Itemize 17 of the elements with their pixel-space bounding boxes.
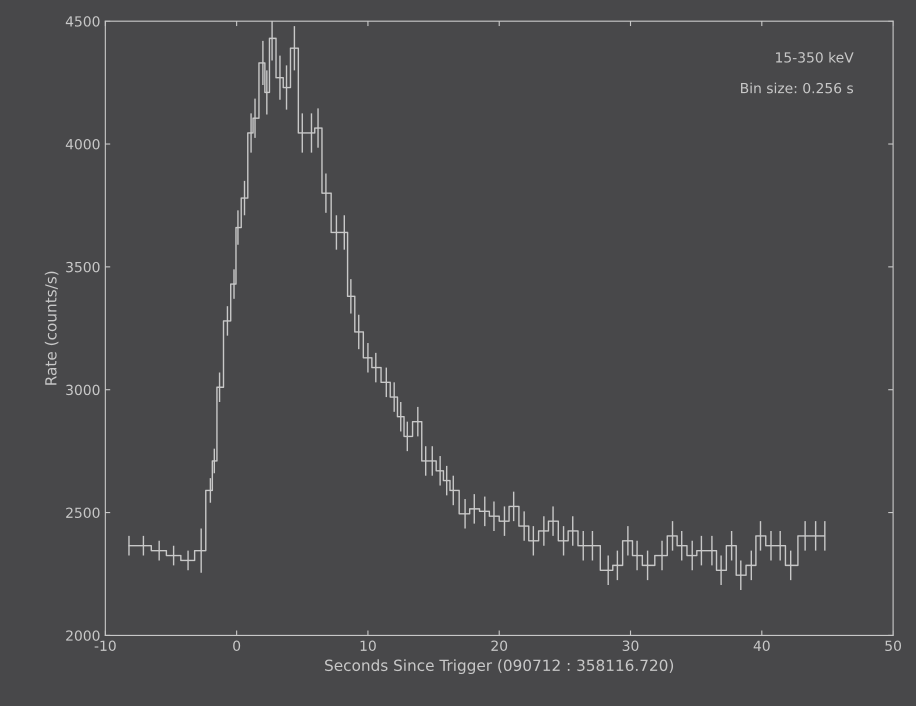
y-tick-label: 2000 bbox=[66, 630, 100, 641]
y-axis-title: Rate (counts/s) bbox=[44, 272, 58, 385]
y-tick-label: 4000 bbox=[66, 138, 100, 150]
x-tick-label: 0 bbox=[233, 640, 240, 652]
x-tick-label: 30 bbox=[622, 640, 638, 652]
x-tick-label: 50 bbox=[885, 640, 902, 652]
annotation: Bin size: 0.256 s bbox=[741, 82, 854, 94]
x-tick-label: 10 bbox=[360, 640, 376, 652]
y-tick-label: 3000 bbox=[66, 384, 100, 396]
y-tick-label: 2500 bbox=[66, 508, 100, 518]
x-tick-label: 40 bbox=[754, 640, 770, 652]
x-axis-title: Seconds Since Trigger (090712 : 358116.720) bbox=[325, 659, 674, 674]
x-tick-label: -10 bbox=[94, 640, 116, 652]
y-tick-label: 4500 bbox=[66, 16, 100, 27]
x-tick-label: 20 bbox=[491, 640, 508, 652]
y-tick-label: 3500 bbox=[66, 262, 100, 272]
annotation: 15-350 keV bbox=[776, 52, 854, 63]
